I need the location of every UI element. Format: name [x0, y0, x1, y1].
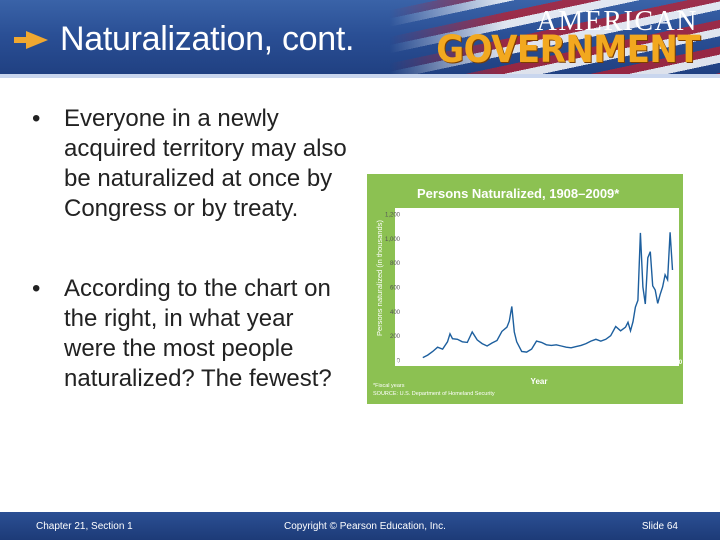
x-tick-label: 1950 — [519, 359, 534, 366]
logo-american: AMERICAN — [536, 6, 698, 37]
x-axis-ticks: 1900 1910 1920 1930 1940 1950 1960 1970 1980 1990… — [396, 359, 683, 366]
x-tick-label: 1990 — [618, 359, 633, 366]
y-tick-label: 600 — [390, 286, 401, 292]
x-tick-label: 1900 — [396, 359, 411, 366]
bullet-text: Everyone in a newly acquired territory m… — [64, 105, 347, 222]
x-tick-label: 1930 — [470, 359, 485, 366]
naturalization-chart: Persons Naturalized, 1908–2009* Persons … — [367, 174, 683, 404]
bullet-icon: • — [32, 105, 41, 132]
header-banner: Naturalization, cont. AMERICAN GOVERNMEN… — [0, 0, 720, 78]
chart-footnote: *Fiscal years — [373, 383, 405, 389]
x-tick-label: 1970 — [569, 359, 584, 366]
y-tick-label: 1,000 — [385, 237, 401, 243]
bullet-list: • Everyone in a newly acquired territory… — [28, 104, 348, 394]
y-tick-label: 800 — [390, 261, 401, 267]
y-tick-label: 400 — [390, 310, 401, 316]
x-tick-label: 1940 — [495, 359, 510, 366]
bullet-icon: • — [32, 275, 41, 302]
title-arrow-icon-stem — [14, 37, 28, 43]
y-axis-label: Persons naturalized (in thousands) — [375, 220, 384, 336]
chart-source: SOURCE: U.S. Department of Homeland Secu… — [373, 391, 495, 397]
y-axis-ticks: 0 200 400 600 800 1,000 1,200 — [385, 213, 401, 365]
header-divider — [0, 74, 720, 78]
y-tick-label: 0 — [397, 359, 401, 365]
chart-svg: Persons Naturalized, 1908–2009* Persons … — [373, 186, 683, 397]
title-arrow-icon — [26, 31, 48, 49]
x-tick-label: 1910 — [420, 359, 435, 366]
x-tick-label: 1960 — [544, 359, 559, 366]
x-tick-label: 1980 — [594, 359, 609, 366]
slide-title: Naturalization, cont. — [60, 20, 355, 58]
footer-bar: Chapter 21, Section 1 Copyright © Pearso… — [0, 512, 720, 540]
chart-title: Persons Naturalized, 1908–2009* — [417, 186, 620, 201]
x-axis-label: Year — [531, 377, 548, 386]
flag-stripes — [390, 0, 720, 78]
series-line — [422, 232, 674, 359]
x-tick-label: 1920 — [445, 359, 460, 366]
footer-copyright: Copyright © Pearson Education, Inc. — [284, 521, 446, 532]
y-tick-label: 1,200 — [385, 213, 401, 219]
x-tick-label: 2000 — [643, 359, 658, 366]
plot-area — [395, 208, 679, 366]
bullet-text: According to the chart on the right, in … — [64, 275, 332, 392]
footer-slide-number: Slide 64 — [641, 521, 678, 532]
footer-chapter: Chapter 21, Section 1 — [36, 521, 133, 532]
y-tick-label: 200 — [390, 334, 401, 340]
logo-government: GOVERNMENT — [436, 28, 700, 72]
bullet-item: • According to the chart on the right, i… — [28, 274, 348, 394]
bullet-item: • Everyone in a newly acquired territory… — [28, 104, 348, 224]
x-tick-label: 2010 — [668, 359, 683, 366]
